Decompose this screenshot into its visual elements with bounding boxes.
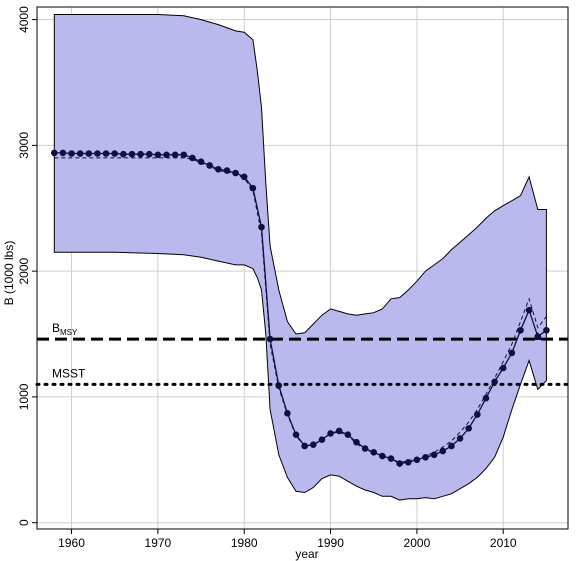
data-point — [128, 150, 136, 158]
x-axis-title: year — [295, 547, 318, 561]
data-point — [361, 445, 369, 452]
data-point — [379, 452, 386, 460]
data-point — [499, 364, 507, 372]
data-point — [232, 169, 239, 177]
data-point — [189, 154, 196, 162]
data-point — [525, 306, 533, 314]
y-tick-label: 2000 — [17, 257, 31, 284]
data-point — [474, 411, 481, 418]
data-point — [94, 150, 101, 157]
x-tick-label: 1960 — [58, 536, 85, 550]
y-tick-label: 0 — [17, 519, 31, 526]
data-point — [145, 150, 153, 158]
x-tick-label: 1970 — [145, 536, 172, 550]
data-point — [370, 448, 378, 456]
data-point — [430, 451, 438, 459]
data-points — [50, 149, 550, 467]
data-point — [353, 438, 360, 446]
uncertainty-band — [53, 14, 547, 501]
data-point — [275, 382, 283, 389]
data-point — [215, 165, 222, 173]
data-point — [396, 460, 403, 467]
data-point — [258, 223, 265, 231]
data-point — [439, 447, 447, 455]
data-point — [465, 425, 473, 432]
data-point — [240, 173, 248, 181]
data-point — [422, 454, 429, 461]
data-point — [327, 430, 334, 437]
ref-label-b-msy: BMSY — [52, 321, 78, 337]
data-point — [76, 150, 84, 157]
y-tick-label: 4000 — [17, 6, 31, 33]
data-point — [335, 427, 343, 435]
data-point — [413, 456, 421, 464]
x-tick-label: 1990 — [317, 536, 344, 550]
data-point — [318, 436, 326, 443]
data-point — [137, 150, 144, 158]
data-point — [120, 150, 127, 158]
y-axis-title: B (1000 lbs) — [2, 241, 16, 306]
triangle-point — [533, 332, 543, 341]
data-point — [50, 149, 58, 157]
data-point — [284, 409, 291, 417]
data-point — [68, 150, 75, 157]
data-point — [111, 150, 119, 157]
data-point — [266, 335, 274, 343]
y-axis: 0 1000 2000 3000 4000 — [17, 6, 37, 526]
y-tick-label: 3000 — [17, 132, 31, 159]
data-point — [197, 158, 205, 166]
data-point — [344, 431, 352, 438]
data-point — [59, 149, 67, 157]
data-point — [85, 150, 93, 157]
data-point — [102, 150, 110, 157]
data-point — [456, 435, 464, 442]
ref-label-msst: MSST — [52, 366, 86, 380]
data-point — [482, 394, 490, 402]
x-tick-label: 2010 — [490, 536, 517, 550]
data-point — [387, 455, 395, 462]
data-point — [206, 162, 213, 169]
data-point — [448, 442, 455, 450]
data-point — [491, 378, 498, 386]
reference-lines: BMSY MSST — [35, 321, 570, 386]
data-point — [163, 151, 170, 159]
data-point — [154, 151, 162, 159]
data-point — [171, 151, 179, 159]
data-point — [301, 442, 308, 450]
x-axis: 1960 1970 1980 1990 2000 2010 — [58, 528, 517, 550]
y-tick-label: 1000 — [17, 383, 31, 410]
data-point — [404, 459, 412, 466]
data-point — [543, 326, 550, 334]
data-point — [508, 349, 516, 357]
data-point — [292, 431, 300, 438]
data-point — [309, 441, 317, 449]
data-point — [249, 184, 257, 192]
data-point — [180, 151, 188, 159]
x-tick-label: 2000 — [404, 536, 431, 550]
x-tick-label: 1980 — [231, 536, 258, 550]
data-point — [517, 326, 524, 334]
data-point — [223, 167, 231, 174]
